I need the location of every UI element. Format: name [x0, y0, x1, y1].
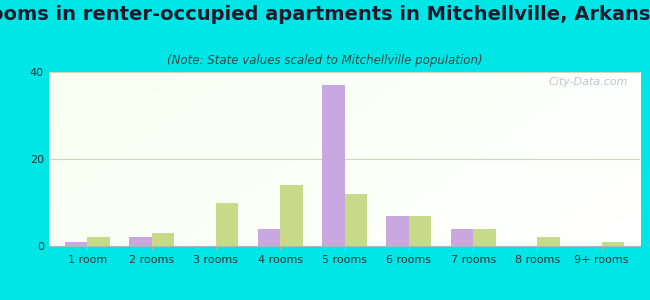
Text: (Note: State values scaled to Mitchellville population): (Note: State values scaled to Mitchellvi…	[167, 54, 483, 67]
Bar	[602, 242, 624, 246]
Bar	[87, 237, 110, 246]
Bar	[216, 202, 239, 246]
Bar	[322, 85, 344, 246]
Bar	[386, 215, 409, 246]
Text: Rooms in renter-occupied apartments in Mitchellville, Arkansas: Rooms in renter-occupied apartments in M…	[0, 4, 650, 23]
Bar	[129, 237, 151, 246]
Bar	[151, 233, 174, 246]
Bar	[280, 185, 303, 246]
Bar	[538, 237, 560, 246]
Bar	[65, 242, 87, 246]
Bar	[257, 229, 280, 246]
Bar	[473, 229, 495, 246]
Bar	[450, 229, 473, 246]
Bar	[344, 194, 367, 246]
Bar	[409, 215, 432, 246]
Legend: Mitchellville, Arkansas: Mitchellville, Arkansas	[218, 299, 471, 300]
Text: City-Data.com: City-Data.com	[549, 77, 629, 87]
